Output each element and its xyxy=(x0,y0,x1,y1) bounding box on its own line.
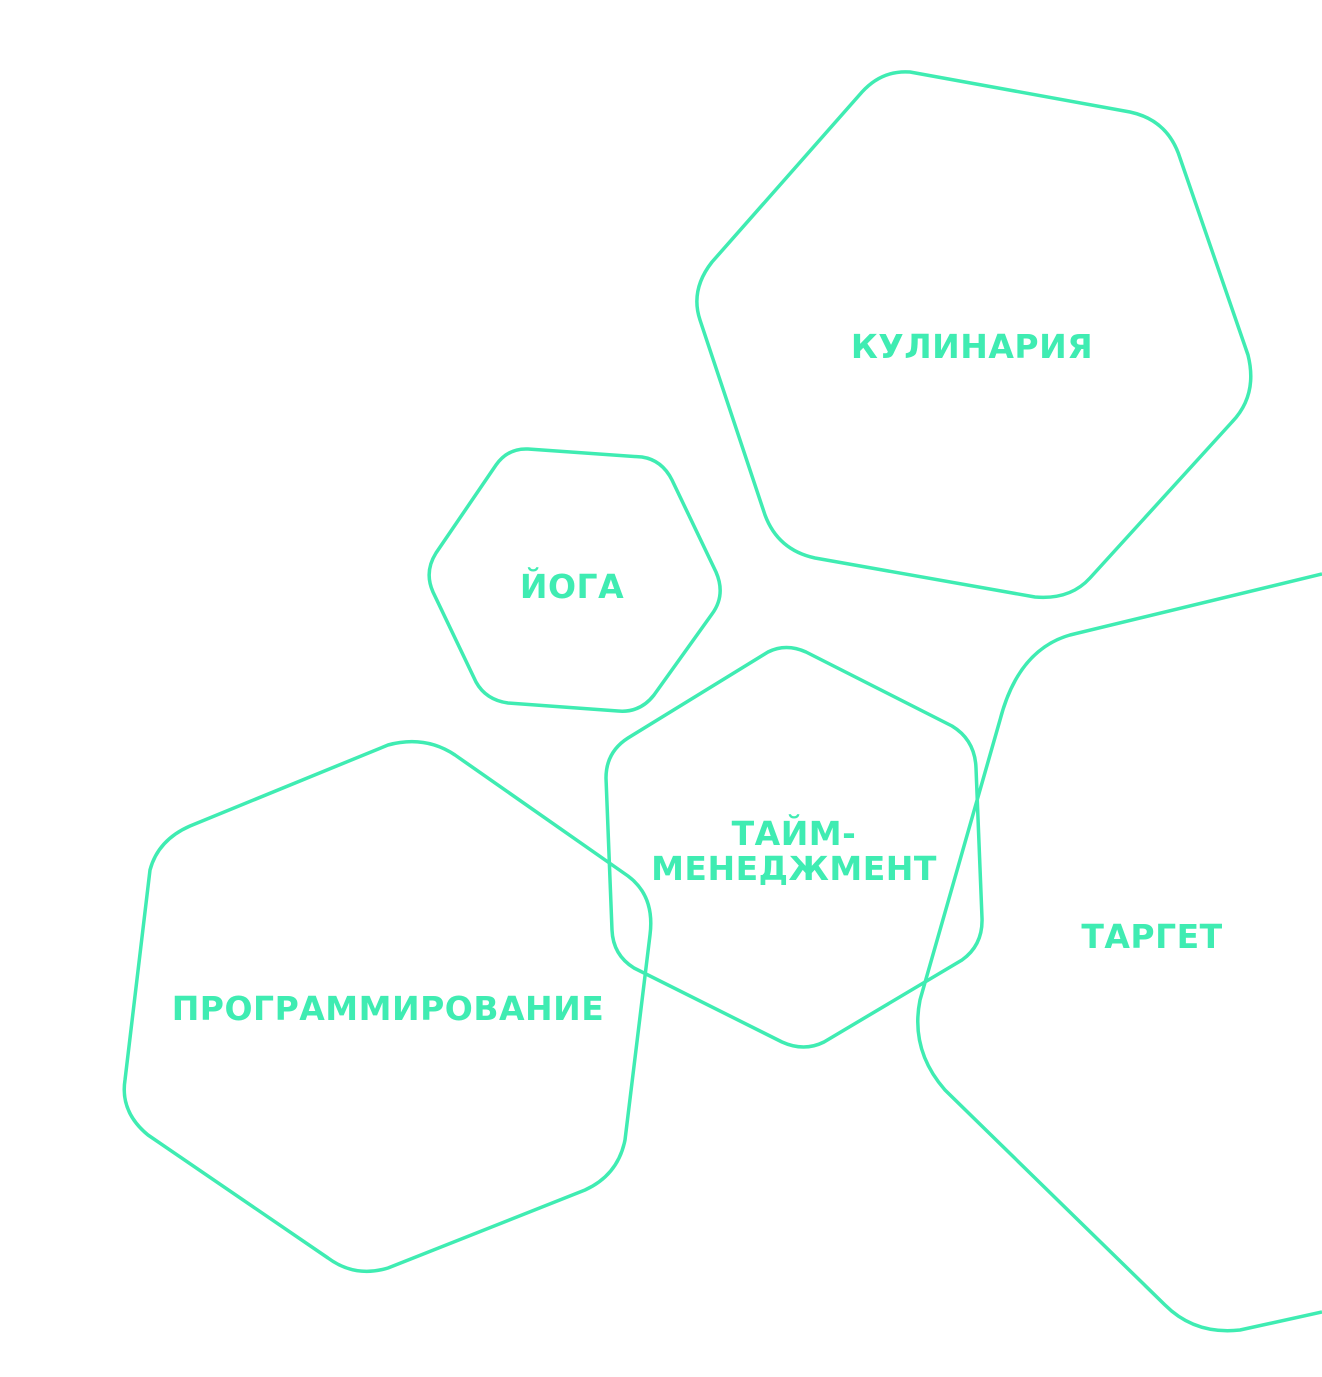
hexagon-kulinariya-shape xyxy=(695,70,1253,600)
topic-yoga-label: ЙОГА xyxy=(520,566,624,606)
hexagon-programmirovanie-shape xyxy=(122,739,653,1274)
topic-programmirovanie-label: ПРОГРАММИРОВАНИЕ xyxy=(172,989,605,1028)
topic-kulinariya-label: КУЛИНАРИЯ xyxy=(851,327,1093,366)
topic-kulinariya[interactable]: КУЛИНАРИЯ xyxy=(695,70,1253,600)
hexagon-yoga-shape xyxy=(427,447,722,713)
topic-taim-label-line2: МЕНЕДЖМЕНТ xyxy=(651,849,937,888)
topic-taim[interactable]: ТАЙМ- МЕНЕДЖМЕНТ xyxy=(604,645,984,1049)
topic-programmirovanie[interactable]: ПРОГРАММИРОВАНИЕ xyxy=(122,739,653,1274)
topic-yoga[interactable]: ЙОГА xyxy=(427,447,722,713)
topic-taim-label-line1: ТАЙМ- xyxy=(732,813,857,853)
hexagon-target-shape xyxy=(916,572,1322,1333)
topic-target[interactable]: ТАРГЕТ xyxy=(916,572,1322,1333)
hexagon-taim-shape xyxy=(604,645,984,1049)
topic-target-label: ТАРГЕТ xyxy=(1081,917,1222,956)
